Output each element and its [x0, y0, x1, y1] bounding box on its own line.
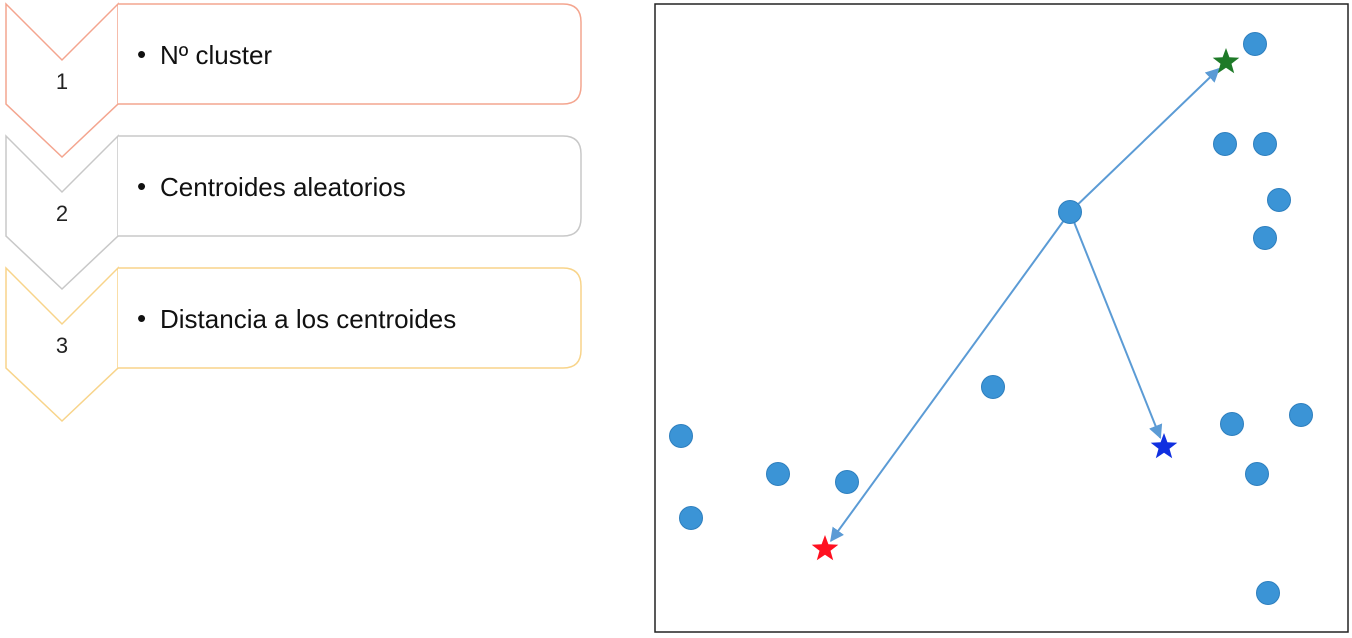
data-point [679, 506, 703, 530]
step-box [118, 3, 582, 105]
centroid-star-green [1212, 48, 1240, 74]
distance-arrow-blue [1069, 211, 1163, 439]
step-number: 2 [56, 201, 68, 226]
step-bullet: • [137, 39, 146, 69]
data-point [669, 424, 693, 448]
step-bullet: • [137, 171, 146, 201]
step-box [118, 135, 582, 237]
distance-arrow-red [830, 211, 1071, 543]
data-point [1256, 581, 1280, 605]
step-box [118, 267, 582, 369]
data-point [835, 470, 859, 494]
step-number: 3 [56, 333, 68, 358]
data-point [766, 462, 790, 486]
data-point [1289, 403, 1313, 427]
step-label: Centroides aleatorios [160, 172, 406, 202]
data-point [981, 375, 1005, 399]
data-point [1243, 32, 1267, 56]
data-point [1058, 200, 1082, 224]
scatter-frame [654, 3, 1349, 633]
centroid-star-blue [1150, 433, 1178, 459]
step-2: 2 • Centroides aleatorios [5, 134, 582, 291]
data-point [1220, 412, 1244, 436]
step-1: 1 • Nº cluster [5, 2, 582, 159]
step-label: Nº cluster [160, 40, 272, 70]
data-point [1213, 132, 1237, 156]
data-point [1267, 188, 1291, 212]
step-3: 3 • Distancia a los centroides [5, 266, 582, 423]
data-point [1253, 226, 1277, 250]
step-label: Distancia a los centroides [160, 304, 456, 334]
centroid-star-red [811, 535, 839, 561]
scatter-panel [654, 3, 1349, 633]
data-point [1253, 132, 1277, 156]
process-steps: 1 • Nº cluster 2 • Centroides aleatorios 3 • Dis… [5, 2, 582, 423]
step-number: 1 [56, 69, 68, 94]
data-point [1245, 462, 1269, 486]
step-bullet: • [137, 303, 146, 333]
distance-arrow-green [1069, 67, 1220, 213]
